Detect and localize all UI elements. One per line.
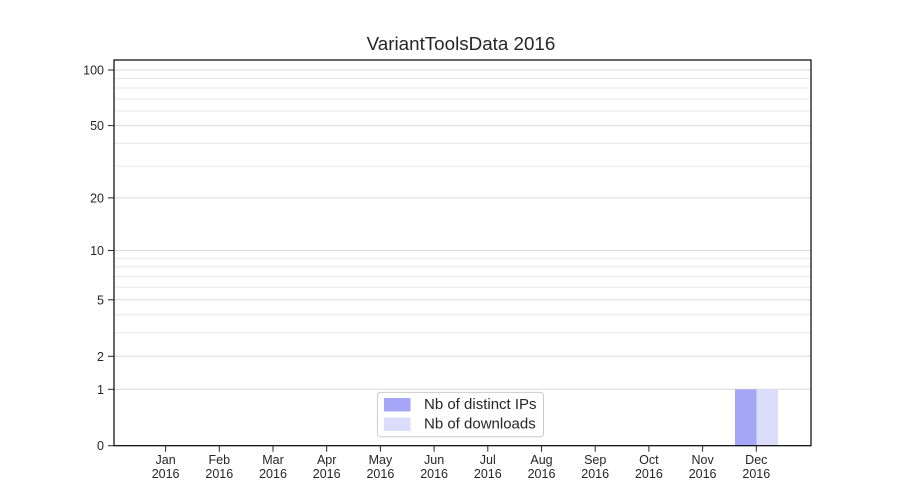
svg-text:10: 10	[90, 244, 104, 258]
svg-text:Dec: Dec	[745, 453, 767, 467]
svg-text:2016: 2016	[205, 467, 233, 481]
svg-text:5: 5	[97, 293, 104, 307]
svg-text:2: 2	[97, 350, 104, 364]
svg-text:2016: 2016	[152, 467, 180, 481]
svg-text:20: 20	[90, 191, 104, 205]
svg-text:2016: 2016	[528, 467, 556, 481]
svg-text:2016: 2016	[689, 467, 717, 481]
svg-text:Oct: Oct	[639, 453, 659, 467]
svg-text:2016: 2016	[581, 467, 609, 481]
svg-text:May: May	[369, 453, 393, 467]
svg-text:VariantToolsData 2016: VariantToolsData 2016	[367, 33, 556, 54]
svg-text:1: 1	[97, 383, 104, 397]
svg-text:Jun: Jun	[424, 453, 444, 467]
svg-text:Feb: Feb	[209, 453, 231, 467]
svg-text:Jan: Jan	[156, 453, 176, 467]
svg-text:Nb of downloads: Nb of downloads	[424, 416, 536, 433]
svg-text:Nov: Nov	[691, 453, 714, 467]
svg-text:2016: 2016	[366, 467, 394, 481]
svg-text:2016: 2016	[420, 467, 448, 481]
svg-text:100: 100	[83, 64, 104, 78]
svg-text:2016: 2016	[313, 467, 341, 481]
svg-text:Sep: Sep	[584, 453, 606, 467]
svg-text:Apr: Apr	[317, 453, 336, 467]
svg-text:2016: 2016	[635, 467, 663, 481]
svg-text:2016: 2016	[742, 467, 770, 481]
svg-text:0: 0	[97, 439, 104, 453]
svg-text:Aug: Aug	[530, 453, 552, 467]
svg-text:Jul: Jul	[480, 453, 496, 467]
svg-text:Mar: Mar	[262, 453, 284, 467]
svg-text:2016: 2016	[259, 467, 287, 481]
svg-text:Nb of distinct IPs: Nb of distinct IPs	[424, 396, 537, 413]
svg-text:50: 50	[90, 119, 104, 133]
svg-text:2016: 2016	[474, 467, 502, 481]
